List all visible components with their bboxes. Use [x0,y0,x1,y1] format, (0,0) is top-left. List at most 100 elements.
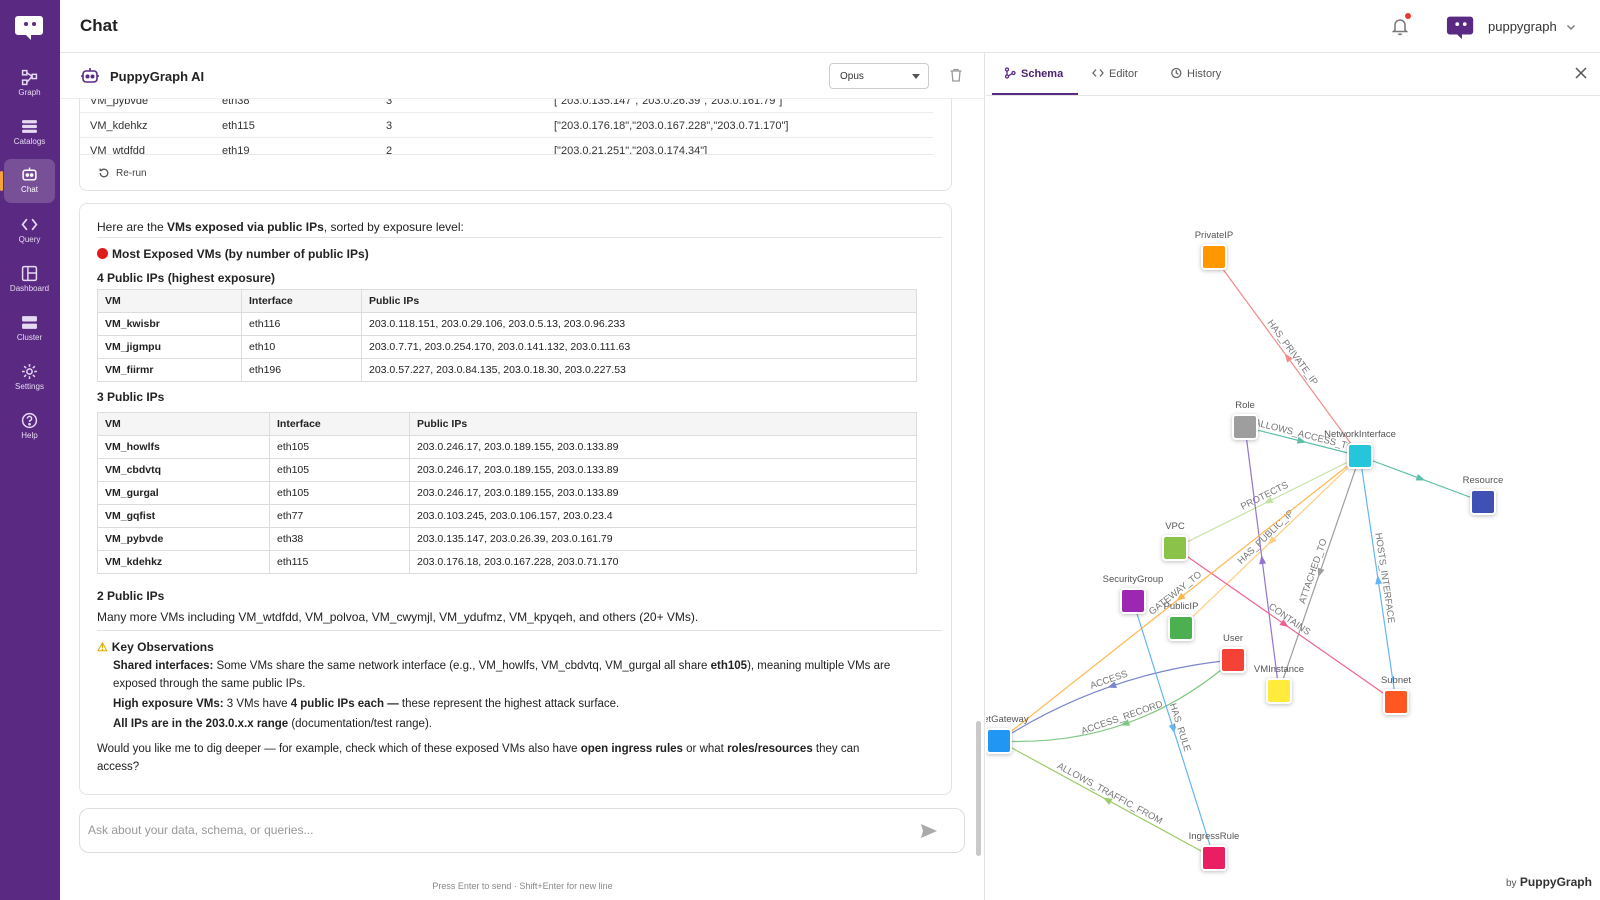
chat-messages[interactable]: VM_pybvde eth38 3 ["203.0.135.147","203.… [60,99,985,864]
schema-node-box[interactable] [1232,414,1258,440]
schema-node-label: VPC [1165,521,1185,532]
cell-interface: eth38 [222,99,250,107]
schema-node-box[interactable] [1383,689,1409,715]
cell-ips: 203.0.246.17, 203.0.189.155, 203.0.133.8… [409,435,917,459]
schema-node-box[interactable] [1201,845,1227,871]
notification-dot [1405,13,1411,19]
cell-ips: 203.0.246.17, 203.0.189.155, 203.0.133.8… [409,458,917,482]
table-row: VM_cbdvtq eth105 203.0.246.17, 203.0.189.1… [97,458,917,482]
nav-catalogs[interactable]: Catalogs [4,111,55,155]
cell-ips: ["203.0.135.147","203.0.26.39","203.0.16… [554,99,783,107]
schema-node-box[interactable] [1120,588,1146,614]
chevron-down-icon[interactable] [1566,22,1576,32]
cell-interface: eth105 [269,481,410,505]
nav-graph[interactable]: Graph [4,62,55,106]
history-icon [1171,67,1182,79]
cell-vm: VM_kwisbr [97,312,242,336]
nav-cluster[interactable]: Cluster [4,307,55,351]
nav-dashboard[interactable]: Dashboard [4,258,55,302]
nav-settings[interactable]: Settings [4,356,55,400]
schema-edge-label: PROTECTS [1239,480,1290,513]
schema-edge-arrow [1267,536,1277,545]
query-icon [21,218,38,231]
divider [97,237,942,238]
cell-ips: 203.0.118.151, 203.0.29.106, 203.0.5.13,… [361,312,917,336]
col-header: Interface [269,412,410,436]
cell-vm: VM_gqfist [97,504,270,528]
schema-node-box[interactable] [1470,489,1496,515]
nav-help[interactable]: Help [4,405,55,449]
top-header: Chat puppygraph [60,0,1600,53]
chat-header: PuppyGraph AI Opus [60,53,985,99]
schema-node[interactable]: ernetGateway [986,714,1029,754]
schema-node-label: VMInstance [1254,664,1304,675]
cell-vm: VM_wtdfdd [90,145,146,155]
schema-node-box[interactable] [1162,535,1188,561]
schema-node-label: PrivateIP [1195,230,1234,241]
close-icon[interactable] [1574,66,1588,80]
cell-interface: eth38 [269,527,410,551]
schema-node[interactable]: User [1220,633,1246,673]
schema-node[interactable]: VMInstance [1254,664,1304,704]
schema-node-box[interactable] [1266,678,1292,704]
trash-icon[interactable] [948,67,964,83]
schema-node[interactable]: PublicIP [1164,601,1199,641]
schema-edge-arrow [1284,353,1293,363]
ask-bold: open ingress rules [580,743,683,755]
tab-history[interactable]: History [1170,67,1221,80]
notification-bell-icon[interactable] [1390,16,1410,36]
schema-edge-arrow [1263,496,1274,504]
rerun-button[interactable]: Re-run [98,167,147,179]
intro-text: Here are the [97,220,168,234]
schema-node[interactable]: VPC [1162,521,1188,561]
schema-node-box[interactable] [986,728,1012,754]
chat-scrollbar[interactable] [976,721,981,856]
schema-edge-arrow [1107,681,1117,688]
schema-node[interactable]: NetworkInterface [1324,429,1396,469]
cell-interface: eth10 [241,335,362,359]
schema-node[interactable]: PrivateIP [1195,230,1234,270]
group3-table: VM Interface Public IPs VM_howlfs eth105 2… [97,412,917,574]
ask-text: Would you like me to dig deeper — for ex… [97,743,581,755]
most-exposed-heading: Most Exposed VMs (by number of public IP… [97,247,369,261]
schema-node-box[interactable] [1347,443,1373,469]
group4-table: VM Interface Public IPs VM_kwisbr eth116 2… [97,289,917,382]
answer-intro: Here are the VMs exposed via public IPs,… [97,220,464,234]
schema-edge-arrow [1176,592,1186,601]
schema-node[interactable]: IngressRule [1189,831,1240,871]
user-name[interactable]: puppygraph [1488,19,1557,34]
table-row: VM_kdehkz eth115 3 ["203.0.176.18","203.… [80,113,933,138]
schema-node-box[interactable] [1220,647,1246,673]
obs-text: Some VMs share the same network interfac… [213,660,711,672]
schema-edge-label: HOSTS_INTERFACE [1372,532,1396,624]
raw-result-table[interactable]: VM_pybvde eth38 3 ["203.0.135.147","203.… [80,99,933,155]
model-select[interactable]: Opus [829,63,929,89]
schema-node[interactable]: Resource [1463,475,1504,515]
cell-ips: 203.0.57.227, 203.0.84.135, 203.0.18.30,… [361,358,917,382]
schema-node[interactable]: Role [1232,400,1258,440]
heading-text: Key Observations [111,640,214,654]
schema-edge-arrow [1375,575,1383,585]
tab-editor[interactable]: Editor [1092,67,1138,80]
user-avatar-icon[interactable] [1446,11,1476,41]
tab-schema[interactable]: Schema [1004,67,1063,80]
chat-icon [22,167,37,181]
schema-node[interactable]: Subnet [1381,675,1411,715]
intro-bold: VMs exposed via public IPs [167,220,324,234]
schema-node-box[interactable] [1168,615,1194,641]
graph-icon [21,69,38,86]
nav-chat[interactable]: Chat [0,159,55,203]
nav-query[interactable]: Query [4,209,55,253]
puppygraph-logo-icon[interactable] [14,10,46,42]
cell-ips: ["203.0.21.251","203.0.174.34"] [554,145,708,155]
schema-node[interactable]: SecurityGroup [1103,574,1164,614]
send-icon[interactable] [920,823,938,839]
schema-node-box[interactable] [1201,244,1227,270]
schema-graph[interactable]: HAS_PRIVATE_IPALLOWS_ACCESS_TOPROTECTSHA… [986,96,1600,900]
schema-edge-arrow [1415,473,1426,481]
schema-edge-label: CONTAINS [1266,601,1312,638]
chat-input[interactable] [88,823,888,837]
table-row: VM_kdehkz eth115 203.0.176.18, 203.0.167.2… [97,550,917,574]
query-result-card: VM_pybvde eth38 3 ["203.0.135.147","203.… [79,99,952,191]
assistant-answer-card: Here are the VMs exposed via public IPs,… [79,203,952,795]
